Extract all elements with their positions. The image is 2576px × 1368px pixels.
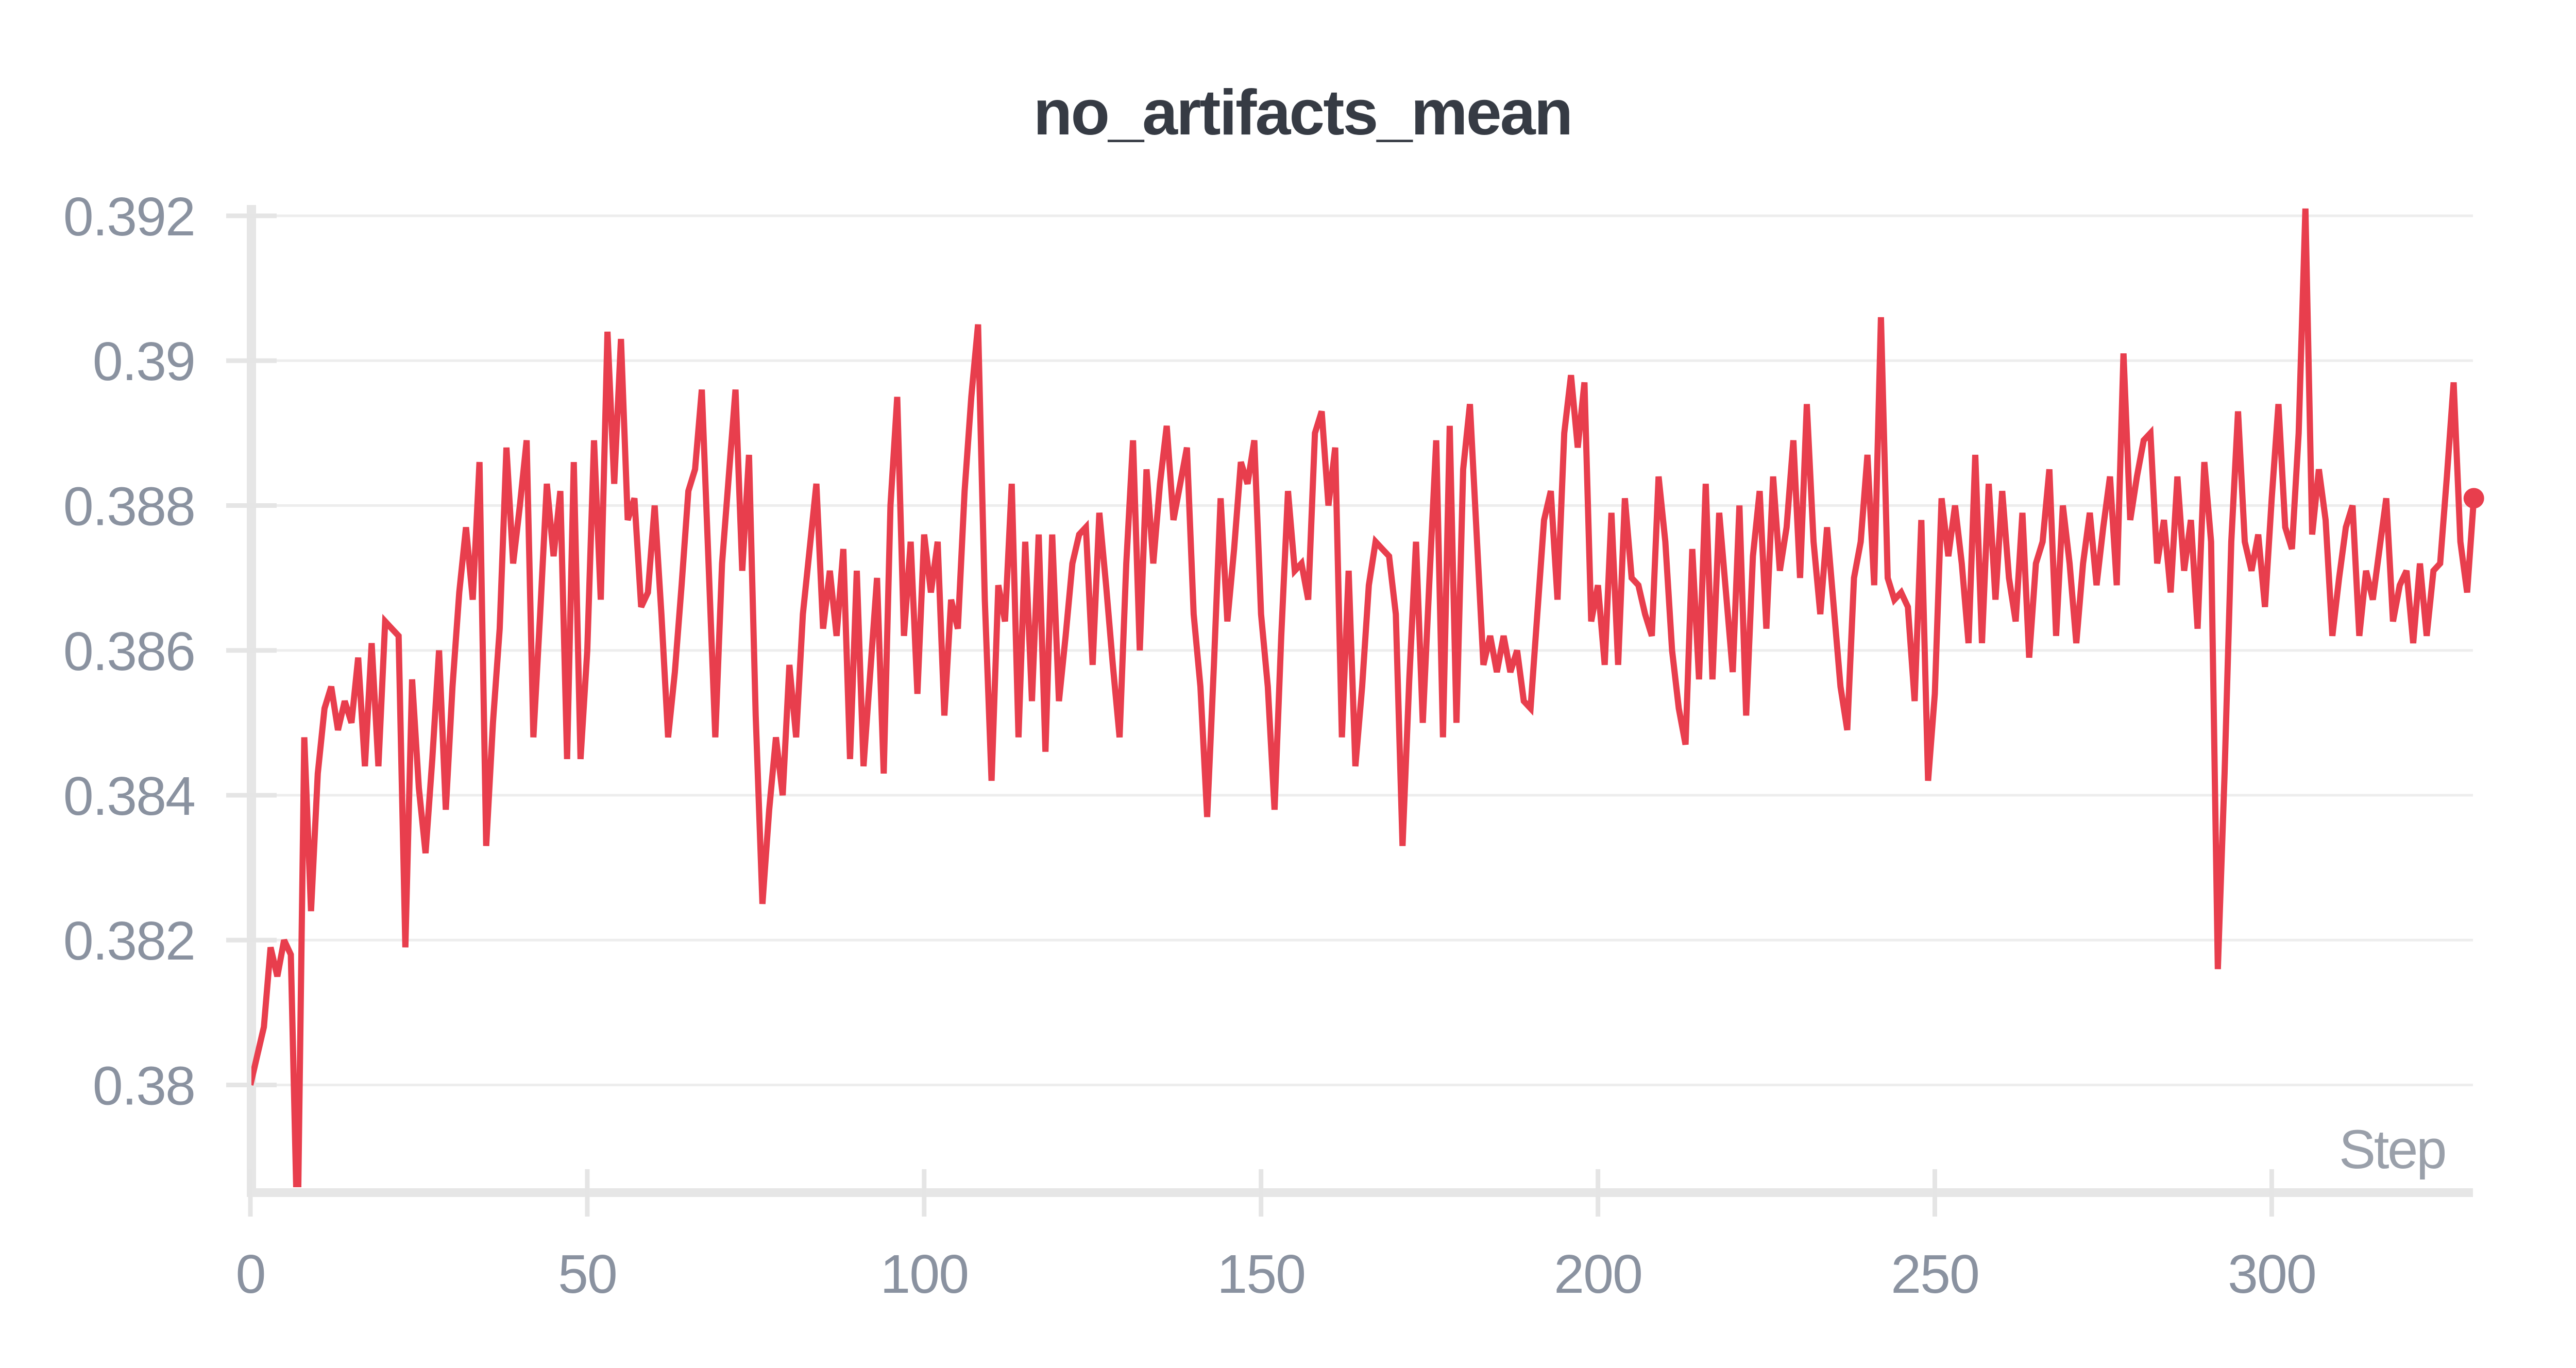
svg-text:0.388: 0.388 xyxy=(63,476,195,537)
svg-text:250: 250 xyxy=(1891,1244,1979,1305)
svg-text:50: 50 xyxy=(558,1244,617,1305)
svg-text:0: 0 xyxy=(236,1244,265,1305)
svg-text:no_artifacts_mean: no_artifacts_mean xyxy=(1033,77,1572,148)
svg-text:0.392: 0.392 xyxy=(63,186,195,247)
svg-text:100: 100 xyxy=(880,1244,968,1305)
svg-text:0.38: 0.38 xyxy=(93,1056,195,1117)
svg-text:0.384: 0.384 xyxy=(63,766,195,827)
svg-text:200: 200 xyxy=(1554,1244,1642,1305)
svg-text:Step: Step xyxy=(2339,1118,2445,1180)
svg-text:0.39: 0.39 xyxy=(93,331,195,392)
svg-text:0.382: 0.382 xyxy=(63,911,195,971)
svg-text:300: 300 xyxy=(2228,1244,2316,1305)
svg-text:0.386: 0.386 xyxy=(63,621,195,682)
svg-text:150: 150 xyxy=(1217,1244,1305,1305)
